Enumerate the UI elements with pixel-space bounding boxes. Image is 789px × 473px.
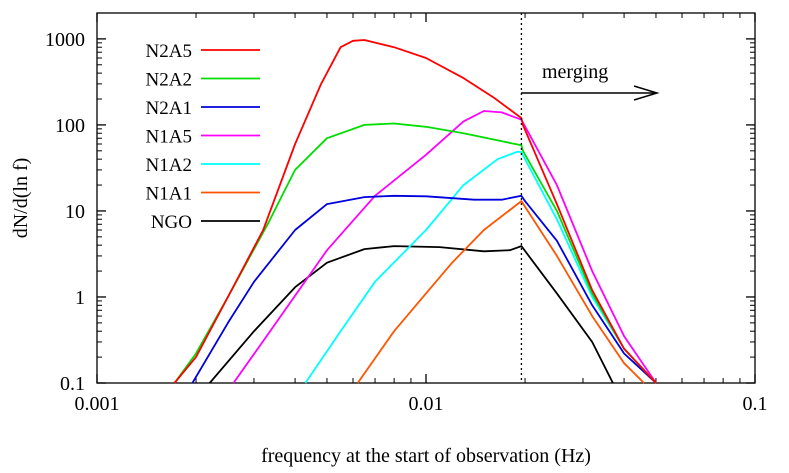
plot-frame: [96, 12, 756, 384]
series-line-n2a5: [173, 39, 657, 384]
y-tick-label: 0.1: [60, 373, 85, 395]
series-line-n1a2: [304, 150, 657, 384]
merging-label: merging: [542, 61, 608, 83]
legend-label: N1A5: [146, 127, 192, 148]
legend: N2A5 N2A2 N2A1 N1A5 N1A2 N1A1 NGO: [146, 41, 260, 233]
series-line-n1a1: [356, 200, 645, 384]
y-tick-label: 1000: [45, 29, 85, 51]
series-line-n2a1: [191, 194, 657, 384]
series-line-ngo: [209, 245, 614, 384]
legend-label: N2A5: [146, 41, 192, 62]
y-axis-label: dN/d(ln f): [10, 158, 32, 239]
y-tick-label: 10: [65, 201, 85, 223]
x-axis-label: frequency at the start of observation (H…: [261, 445, 591, 467]
legend-label: N2A1: [146, 98, 192, 119]
legend-item-n1a1: N1A1: [146, 184, 260, 205]
legend-item-n1a2: N1A2: [146, 155, 260, 176]
series-line-n1a5: [232, 110, 657, 384]
y-tick-label: 100: [55, 115, 85, 137]
legend-item-n2a1: N2A1: [146, 98, 260, 119]
legend-label: NGO: [151, 212, 192, 233]
merging-arrow: [521, 85, 660, 101]
axis-ticks: 0.001 0.01 0.1 0.1 1 10 100 1000: [45, 12, 768, 415]
legend-label: N1A1: [146, 184, 192, 205]
legend-label: N2A2: [146, 70, 192, 91]
x-tick-label: 0.01: [409, 393, 444, 415]
legend-item-n2a5: N2A5: [146, 41, 260, 62]
legend-item-n1a5: N1A5: [146, 127, 260, 148]
x-tick-label: 0.001: [75, 393, 120, 415]
x-tick-label: 0.1: [743, 393, 768, 415]
legend-item-n2a2: N2A2: [146, 70, 260, 91]
legend-item-ngo: NGO: [151, 212, 260, 233]
legend-label: N1A2: [146, 155, 192, 176]
y-tick-label: 1: [75, 287, 85, 309]
series-lines: [173, 39, 657, 384]
